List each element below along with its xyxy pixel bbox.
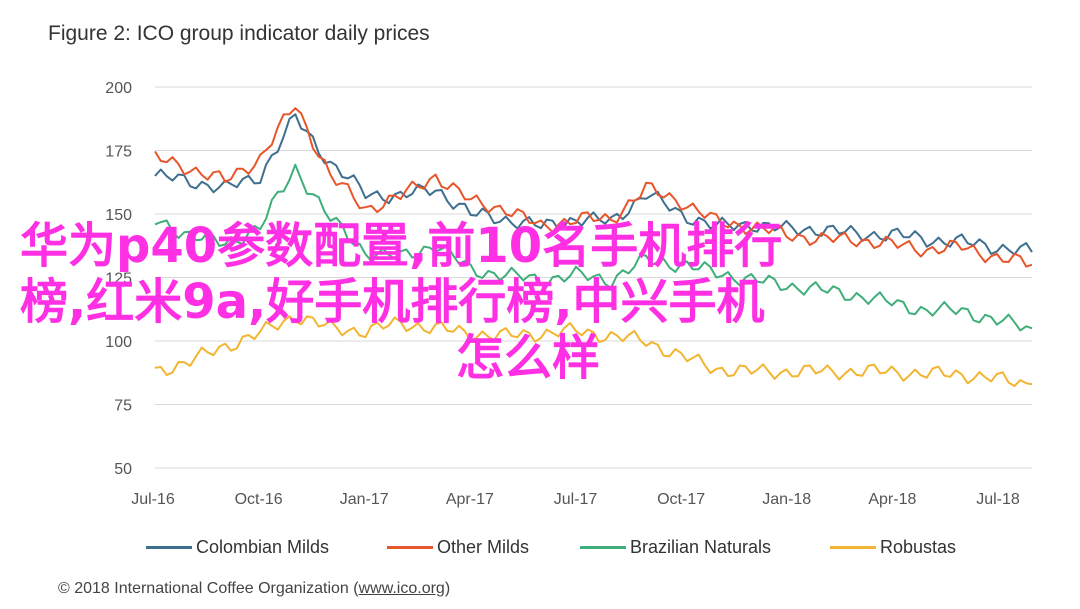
x-tick-label: Jan-18	[762, 491, 811, 508]
y-tick-label: 175	[105, 144, 132, 161]
legend-swatch-brazilian	[580, 545, 626, 549]
y-tick-label: 50	[114, 461, 132, 478]
legend-label-brazilian: Brazilian Naturals	[630, 536, 772, 557]
legend-swatch-robustas	[830, 545, 876, 549]
chart-legend: Colombian Milds Other Milds Brazilian Na…	[0, 534, 1080, 560]
x-tick-labels: Jul-16 Oct-16 Jan-17 Apr-17 Jul-17 Oct-17 Jan-…	[131, 491, 1020, 508]
x-tick-label: Oct-16	[235, 491, 283, 508]
y-tick-label: 150	[105, 207, 132, 224]
legend-label-colombian: Colombian Milds	[196, 536, 330, 557]
overlay-headline: 华为p40参数配置,前10名手机排行 榜,红米9a,好手机排行榜,中兴手机 怎么…	[20, 218, 920, 386]
x-tick-label: Apr-17	[446, 491, 494, 508]
series-line-robustas	[154, 315, 1033, 387]
x-tick-label: Jan-17	[340, 491, 389, 508]
series-line-brazilian-naturals	[154, 163, 1033, 332]
x-tick-label: Oct-17	[657, 491, 705, 508]
overlay-line-2: 榜,红米9a,好手机排行榜,中兴手机	[20, 274, 765, 330]
overlay-line-1: 华为p40参数配置,前10名手机排行	[20, 218, 783, 274]
series-lines	[154, 107, 1033, 387]
copyright-footer: © 2018 International Coffee Organization…	[58, 580, 450, 598]
legend-swatch-other	[387, 545, 433, 549]
y-tick-label: 100	[105, 334, 132, 351]
legend-swatch-colombian	[146, 545, 192, 549]
y-tick-label: 200	[105, 80, 132, 97]
footer-text: © 2018 International Coffee Organization…	[58, 580, 359, 597]
footer-link[interactable]: www.ico.org	[358, 580, 445, 597]
y-tick-label: 125	[105, 271, 132, 288]
legend-label-robustas: Robustas	[880, 536, 957, 557]
y-tick-labels: 50 75 100 125 150 175 200	[105, 80, 132, 478]
legend-item-other: Other Milds	[387, 534, 529, 560]
legend-label-other: Other Milds	[437, 536, 530, 557]
legend-item-colombian: Colombian Milds	[146, 534, 329, 560]
legend-item-robustas: Robustas	[830, 534, 956, 560]
footer-suffix: )	[444, 580, 451, 597]
figure-title: Figure 2: ICO group indicator daily pric…	[48, 22, 430, 45]
x-tick-label: Jul-18	[976, 491, 1020, 508]
series-line-colombian-milds	[154, 113, 1033, 256]
x-tick-label: Jul-17	[554, 491, 598, 508]
series-line-other-milds	[154, 107, 1033, 268]
y-tick-label: 75	[114, 398, 132, 415]
overlay-line-3: 怎么样	[456, 330, 601, 386]
legend-item-brazilian: Brazilian Naturals	[580, 534, 771, 560]
x-tick-label: Jul-16	[131, 491, 175, 508]
x-tick-label: Apr-18	[868, 491, 916, 508]
